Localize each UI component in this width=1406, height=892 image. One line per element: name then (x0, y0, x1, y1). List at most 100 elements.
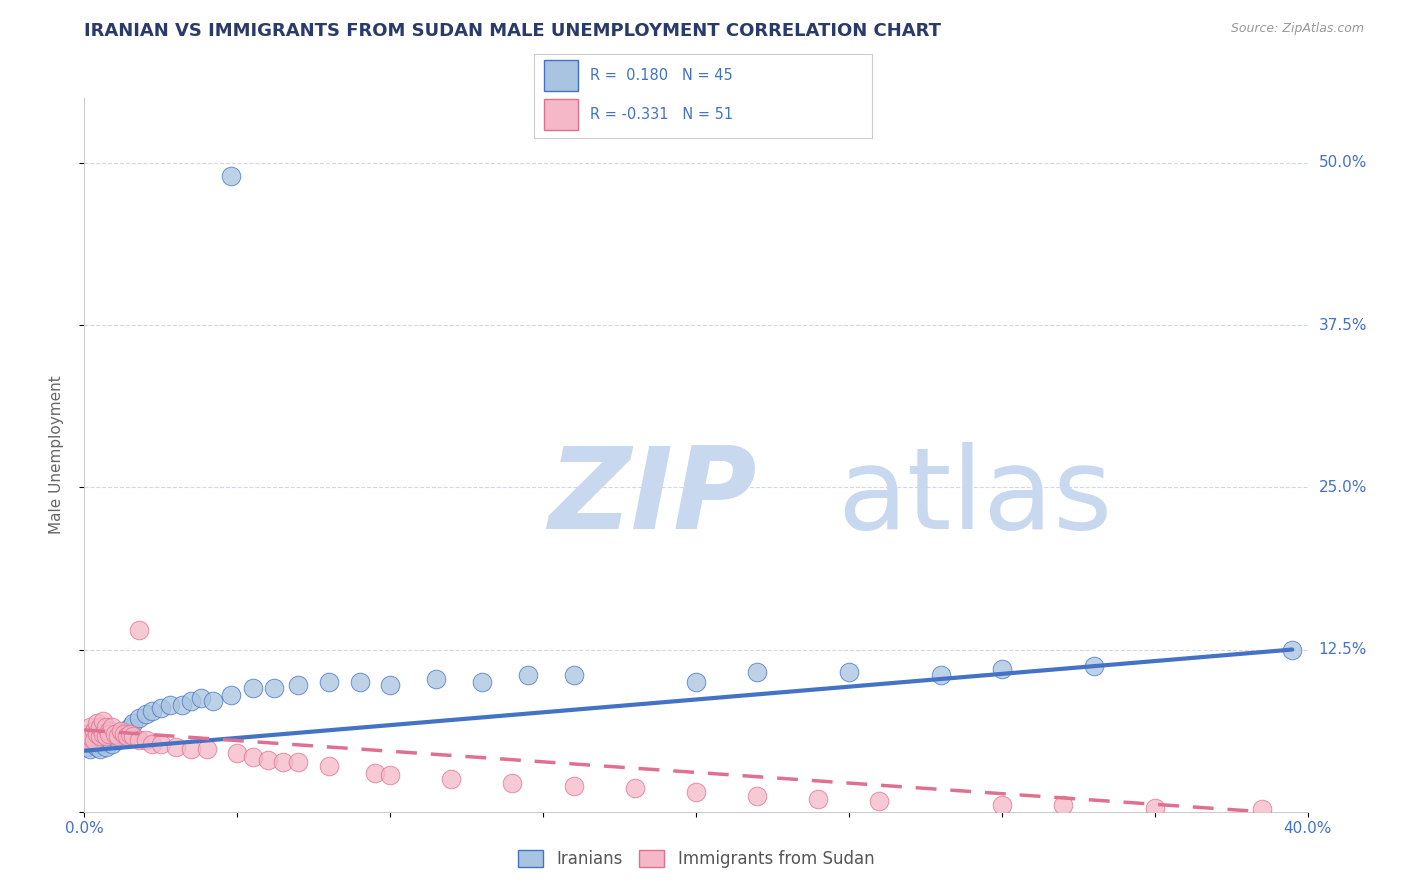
Point (83, 733, 105, 747)
Point (110, 727, 132, 741)
Point (91, 714, 114, 728)
Text: 12.5%: 12.5% (1319, 642, 1367, 657)
Point (869, 794, 891, 808)
Point (89, 737, 111, 751)
Point (562, 668, 585, 682)
Point (112, 724, 135, 739)
Point (929, 668, 952, 682)
Point (101, 737, 124, 751)
Point (128, 733, 150, 747)
Point (242, 681, 264, 696)
Point (807, 791, 830, 805)
Point (190, 690, 212, 705)
FancyBboxPatch shape (544, 61, 578, 91)
Point (201, 694, 224, 708)
Point (107, 733, 129, 747)
Text: R =  0.180   N = 45: R = 0.180 N = 45 (591, 68, 733, 83)
Point (76, 739, 98, 754)
Point (97, 724, 120, 739)
Point (86, 730, 108, 744)
Point (991, 798, 1014, 813)
Point (180, 694, 202, 708)
Point (257, 753, 280, 767)
Point (107, 730, 129, 744)
Point (425, 673, 447, 687)
Point (159, 698, 181, 713)
Text: 37.5%: 37.5% (1319, 318, 1367, 333)
Point (94, 730, 117, 744)
Point (91, 727, 114, 741)
Point (94, 720, 117, 734)
Point (79, 720, 101, 734)
Point (120, 720, 142, 734)
Text: 50.0%: 50.0% (1319, 155, 1367, 170)
Point (562, 779, 585, 793)
Point (838, 665, 860, 679)
Point (76, 727, 98, 741)
Point (76, 733, 98, 747)
Point (91, 733, 114, 747)
Point (135, 733, 157, 747)
Point (97, 727, 120, 741)
Point (165, 739, 187, 754)
Point (1281, 642, 1303, 657)
Point (219, 169, 242, 183)
Point (287, 677, 309, 691)
Point (242, 750, 264, 764)
Point (624, 781, 647, 796)
Point (271, 756, 294, 770)
Point (991, 662, 1014, 676)
Point (149, 737, 172, 751)
Point (104, 730, 127, 744)
Point (380, 768, 402, 782)
Point (128, 623, 150, 637)
Text: IRANIAN VS IMMIGRANTS FROM SUDAN MALE UNEMPLOYMENT CORRELATION CHART: IRANIAN VS IMMIGRANTS FROM SUDAN MALE UN… (84, 22, 942, 40)
Point (112, 727, 135, 741)
Point (135, 707, 157, 722)
Point (263, 681, 285, 696)
Legend: Iranians, Immigrants from Sudan: Iranians, Immigrants from Sudan (512, 843, 880, 875)
Point (747, 789, 769, 804)
Text: 25.0%: 25.0% (1319, 480, 1367, 495)
Point (141, 737, 163, 751)
Text: R = -0.331   N = 51: R = -0.331 N = 51 (591, 107, 733, 122)
Text: ZIP: ZIP (550, 442, 758, 553)
Point (141, 704, 163, 718)
Point (1052, 798, 1074, 813)
Point (89, 742, 111, 756)
Point (149, 701, 172, 715)
Point (685, 675, 707, 690)
Text: atlas: atlas (837, 442, 1112, 553)
Point (97, 727, 120, 741)
Point (83, 737, 105, 751)
Point (79, 742, 101, 756)
Point (128, 711, 150, 725)
Point (89, 730, 111, 744)
Point (83, 733, 105, 747)
Point (502, 776, 524, 790)
Point (219, 688, 242, 702)
Point (94, 739, 117, 754)
Text: Source: ZipAtlas.com: Source: ZipAtlas.com (1230, 22, 1364, 36)
Point (318, 759, 340, 773)
Point (747, 665, 769, 679)
Point (122, 716, 145, 731)
Point (349, 675, 371, 690)
Point (115, 730, 138, 744)
Point (440, 772, 463, 787)
Point (86, 716, 108, 731)
Point (101, 720, 124, 734)
Y-axis label: Male Unemployment: Male Unemployment (49, 376, 63, 534)
Point (1250, 802, 1272, 816)
Point (471, 675, 494, 690)
Point (226, 747, 249, 761)
Point (516, 668, 538, 682)
FancyBboxPatch shape (544, 99, 578, 130)
Point (104, 727, 127, 741)
Point (180, 742, 202, 756)
Point (685, 785, 707, 799)
Point (1083, 659, 1105, 673)
Point (86, 739, 108, 754)
Point (79, 730, 101, 744)
Point (86, 727, 108, 741)
